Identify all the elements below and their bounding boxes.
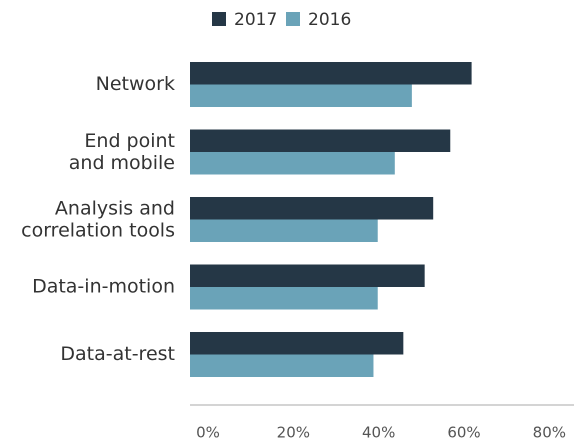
category-label: Network — [96, 73, 175, 95]
category-label: End point and mobile — [69, 130, 175, 174]
bar — [190, 197, 434, 220]
bar — [190, 62, 472, 85]
legend-label: 2016 — [308, 10, 351, 30]
x-tick-label: 60% — [447, 424, 480, 442]
x-tick-label: 80% — [533, 424, 566, 442]
bar — [190, 332, 404, 355]
category-label: Data-at-rest — [60, 343, 175, 365]
x-tick-label: 0% — [196, 424, 220, 442]
bar — [190, 354, 374, 377]
category-label: Data-in-motion — [32, 276, 175, 298]
legend-swatch — [286, 12, 300, 26]
bar — [190, 264, 425, 287]
legend-swatch — [212, 12, 226, 26]
bar — [190, 84, 412, 107]
x-tick-label: 40% — [362, 424, 395, 442]
bar — [190, 287, 378, 310]
x-tick-label: 20% — [277, 424, 310, 442]
bar — [190, 129, 451, 152]
legend-label: 2017 — [234, 10, 277, 30]
category-label: Analysis and correlation tools — [21, 197, 175, 241]
bar — [190, 152, 395, 175]
bar — [190, 219, 378, 242]
